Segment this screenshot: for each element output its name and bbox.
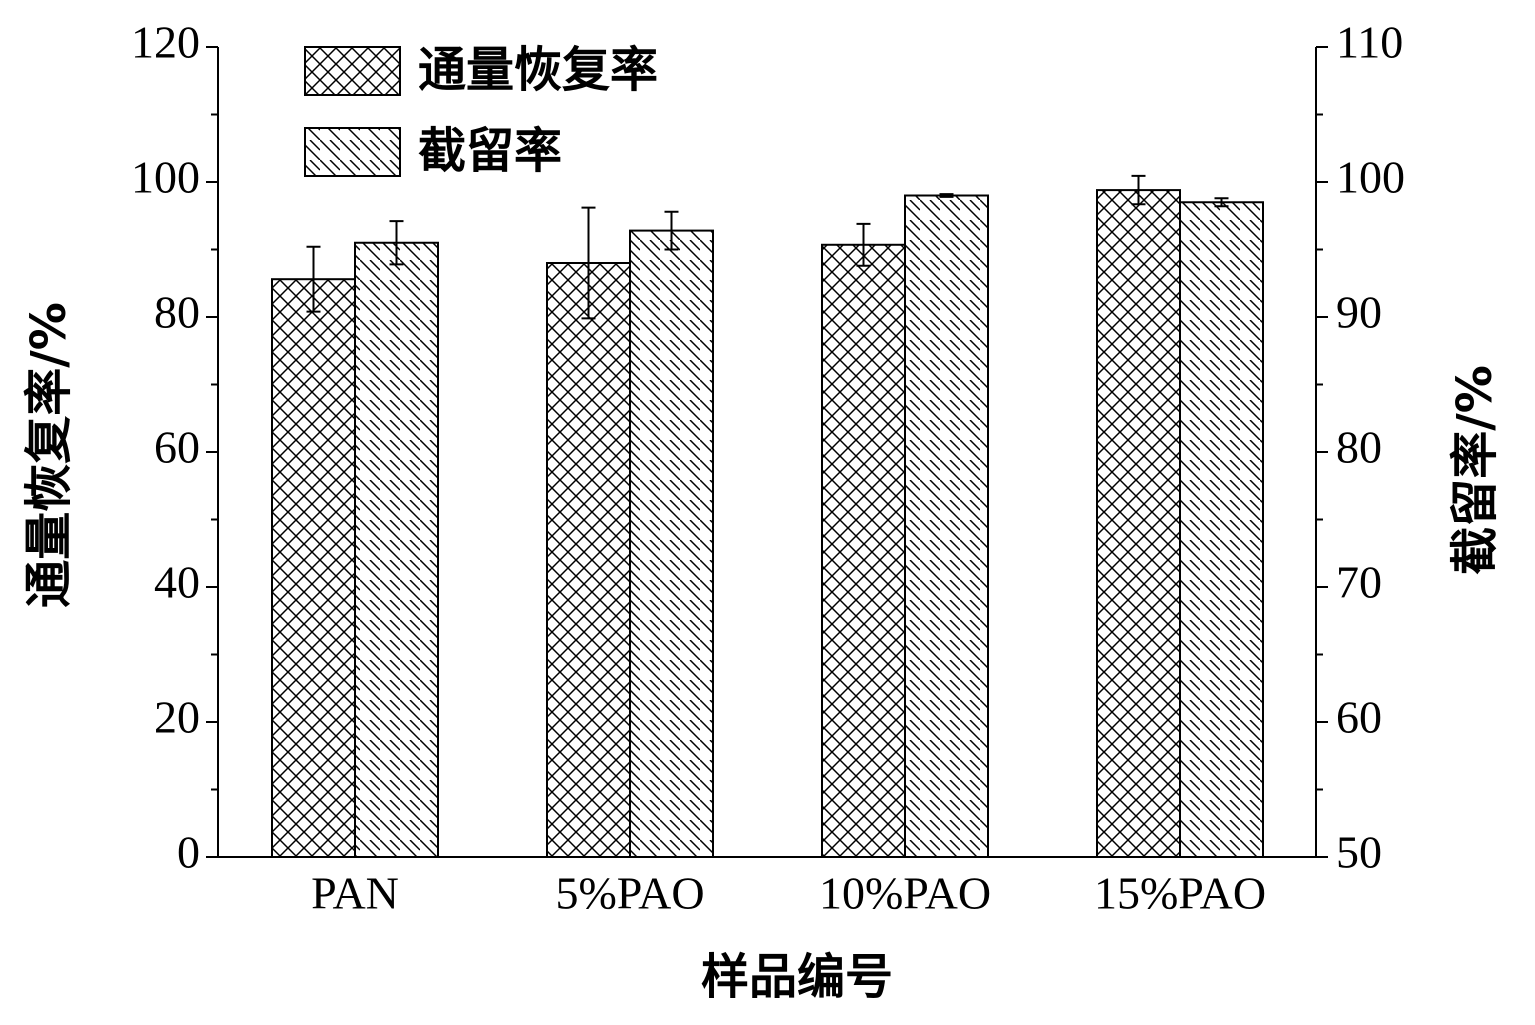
error-bar: [856, 222, 871, 267]
x-tick-label: 5%PAO: [555, 868, 704, 919]
y2-tick-label: 50: [1336, 827, 1382, 878]
legend-swatch: [304, 127, 401, 177]
y2-tick-label: 80: [1336, 422, 1382, 473]
y2-tick-label: 70: [1336, 557, 1382, 608]
y-axis-label: 通量恢复率/%: [21, 302, 77, 608]
error-bar: [1214, 197, 1229, 208]
y-tick-label: 0: [177, 827, 200, 878]
error-bar: [939, 193, 954, 198]
y2-tick-label: 60: [1336, 692, 1382, 743]
bar: [271, 278, 356, 858]
x-tick-label: PAN: [311, 868, 399, 919]
y2-tick-label: 90: [1336, 287, 1382, 338]
x-tick-label: 10%PAO: [819, 868, 991, 919]
y-tick-label: 60: [154, 422, 200, 473]
error-bar: [306, 245, 321, 313]
x-tick-label: 15%PAO: [1094, 868, 1266, 919]
y-tick-label: 120: [131, 17, 200, 68]
bar: [546, 262, 631, 858]
bar: [354, 241, 439, 858]
x-axis-label: 样品编号: [701, 949, 893, 1005]
y2-axis-label: 截留率/%: [1447, 365, 1503, 575]
error-bar: [1131, 174, 1146, 206]
y2-tick-label: 100: [1336, 152, 1405, 203]
bar: [904, 194, 989, 858]
error-bar: [664, 210, 679, 251]
bar: [1179, 201, 1264, 858]
y-tick-label: 80: [154, 287, 200, 338]
legend-label: 截留率: [418, 123, 562, 179]
y2-tick-label: 110: [1336, 17, 1403, 68]
bar: [629, 229, 714, 859]
bar: [1096, 189, 1181, 859]
error-bar: [389, 220, 404, 266]
y-tick-label: 100: [131, 152, 200, 203]
bar: [821, 243, 906, 858]
legend-swatch: [304, 46, 401, 96]
y-tick-label: 20: [154, 692, 200, 743]
y-tick-label: 40: [154, 557, 200, 608]
legend-label: 通量恢复率: [418, 42, 658, 98]
error-bar: [581, 206, 596, 320]
